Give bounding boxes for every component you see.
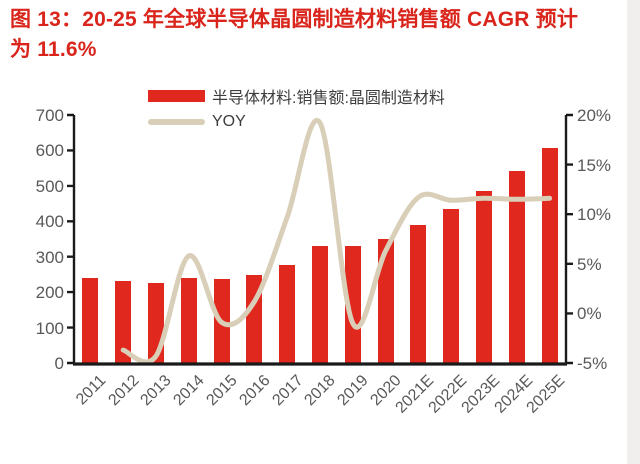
- legend: 半导体材料:销售额:晶圆制造材料 YOY: [148, 83, 445, 135]
- bar-2021E: [410, 224, 427, 363]
- x-tick-label-2018: 2018: [301, 372, 340, 410]
- bar-series-label: 半导体材料:销售额:晶圆制造材料: [212, 90, 445, 107]
- bar-2017: [279, 264, 296, 363]
- bar-2024E: [508, 170, 525, 363]
- y-left-tick-label: 0: [54, 354, 64, 373]
- y-left-tick-label: 200: [35, 283, 64, 303]
- bar-2020: [377, 239, 394, 363]
- x-tick-label-2016: 2016: [236, 372, 274, 410]
- x-tick-label-2019: 2019: [334, 372, 372, 410]
- y-right-tick-label: -5%: [577, 354, 608, 373]
- bar-2025E: [541, 148, 558, 363]
- bar-2019: [344, 246, 361, 363]
- bar-2013: [148, 282, 164, 363]
- y-left-tick-label: 700: [35, 106, 64, 125]
- page-margin-strip: [627, 0, 640, 464]
- bar-2018: [312, 245, 328, 363]
- y-right-tick-label: 15%: [577, 155, 612, 175]
- x-tick-label-2015: 2015: [203, 372, 241, 410]
- y-left-tick-label: 300: [35, 247, 64, 267]
- y-right-tick-label: 10%: [577, 205, 612, 225]
- yoy-series-label: YOY: [212, 113, 246, 130]
- bar-2014: [180, 278, 197, 363]
- y-left-tick-label: 500: [35, 176, 64, 196]
- left-axis: [67, 113, 76, 365]
- bar-2016: [246, 275, 263, 363]
- x-tick-label-2014: 2014: [170, 372, 208, 410]
- x-tick-label-2011: 2011: [73, 372, 110, 409]
- y-left-tick-label: 600: [35, 141, 64, 161]
- x-tick-label-2017: 2017: [269, 372, 307, 410]
- right-axis: [564, 113, 573, 365]
- legend-item-yoy-series: YOY: [148, 109, 445, 135]
- x-tick-label-2013: 2013: [137, 372, 176, 410]
- y-right-tick-label: 20%: [577, 106, 612, 125]
- yoy-series-swatch: [148, 119, 205, 125]
- y-left-tick-label: 400: [35, 212, 64, 232]
- chart-title-line2: 为 11.6%: [10, 38, 97, 61]
- chart-title: 图 13：20-25 年全球半导体晶圆制造材料销售额 CAGR 预计 为 11.…: [10, 5, 625, 65]
- bar-2011: [82, 278, 99, 363]
- x-tick-label-2012: 2012: [105, 372, 143, 410]
- chart-title-line1: 图 13：20-25 年全球半导体晶圆制造材料销售额 CAGR 预计: [10, 8, 579, 31]
- y-right-tick-label: 5%: [577, 254, 602, 274]
- bar-2012: [115, 280, 132, 363]
- y-right-tick-label: 0%: [577, 304, 602, 324]
- bar-2022E: [443, 209, 460, 363]
- bar-series-swatch: [148, 90, 205, 102]
- y-left-tick-label: 100: [35, 318, 64, 338]
- bar-2023E: [476, 190, 492, 363]
- bar-2015: [213, 279, 230, 363]
- legend-item-bar-series: 半导体材料:销售额:晶圆制造材料: [148, 83, 445, 109]
